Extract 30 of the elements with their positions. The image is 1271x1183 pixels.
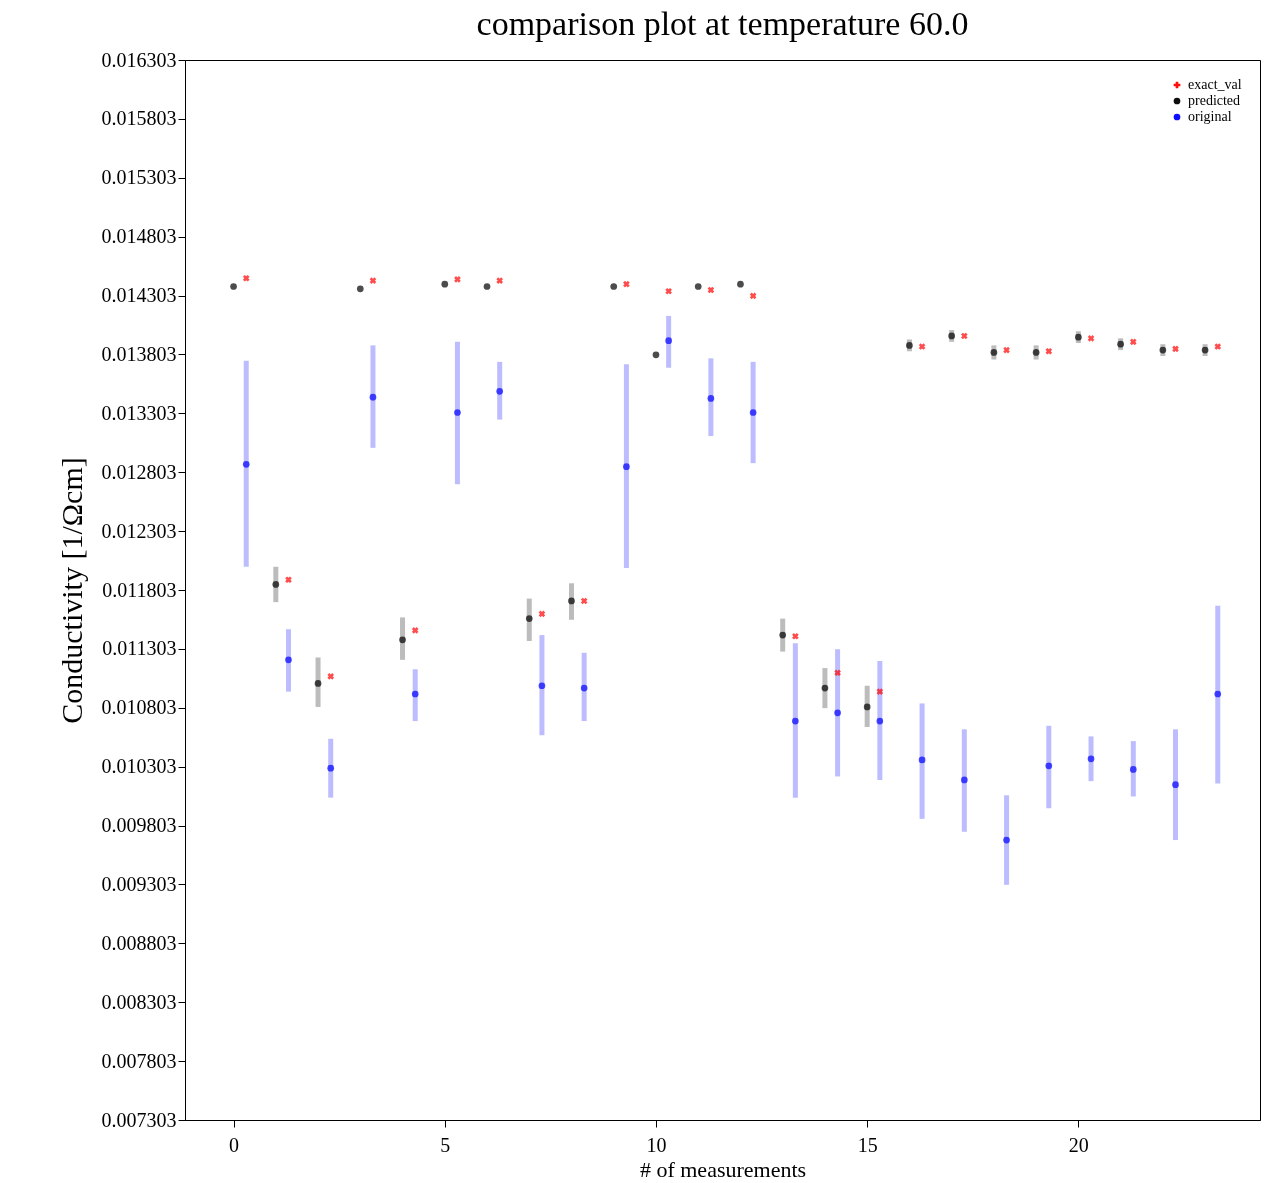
y-tick-label: 0.007803 — [101, 1049, 177, 1072]
y-tick-label: 0.009803 — [101, 814, 177, 837]
y-tick-label: 0.011803 — [102, 578, 177, 601]
y-tick-label: 0.016303 — [101, 48, 177, 71]
y-tick-label: 0.013303 — [101, 401, 177, 424]
legend-label: exact_val — [1188, 77, 1242, 92]
y-tick-label: 0.013803 — [101, 342, 177, 365]
y-tick-label: 0.015303 — [101, 166, 177, 189]
x-axis-title: # of measurements — [639, 1156, 807, 1182]
y-tick-label: 0.014803 — [101, 225, 177, 248]
x-tick-label: 10 — [646, 1133, 667, 1156]
chart-title: comparison plot at temperature 60.0 — [476, 5, 969, 42]
x-tick-label: 0 — [229, 1133, 240, 1156]
y-tick-label: 0.014303 — [101, 284, 177, 307]
y-tick-label: 0.008303 — [101, 990, 177, 1013]
y-axis-title: Conductivity [1/Ωcm] — [54, 457, 88, 724]
x-tick-label: 5 — [440, 1133, 451, 1156]
y-tick-label: 0.010803 — [101, 696, 177, 719]
y-tick-label: 0.012303 — [101, 519, 177, 542]
y-tick-label: 0.015803 — [101, 107, 177, 130]
legend-label: predicted — [1188, 93, 1241, 108]
y-tick-label: 0.007303 — [101, 1108, 177, 1131]
y-tick-label: 0.009303 — [101, 872, 177, 895]
x-tick-label: 20 — [1068, 1133, 1089, 1156]
y-tick-label: 0.012803 — [101, 460, 177, 483]
y-tick-label: 0.011303 — [102, 637, 177, 660]
y-tick-label: 0.010303 — [101, 755, 177, 778]
y-tick-label: 0.008803 — [101, 931, 177, 954]
legend-label: original — [1188, 109, 1232, 124]
x-tick-label: 15 — [857, 1133, 878, 1156]
